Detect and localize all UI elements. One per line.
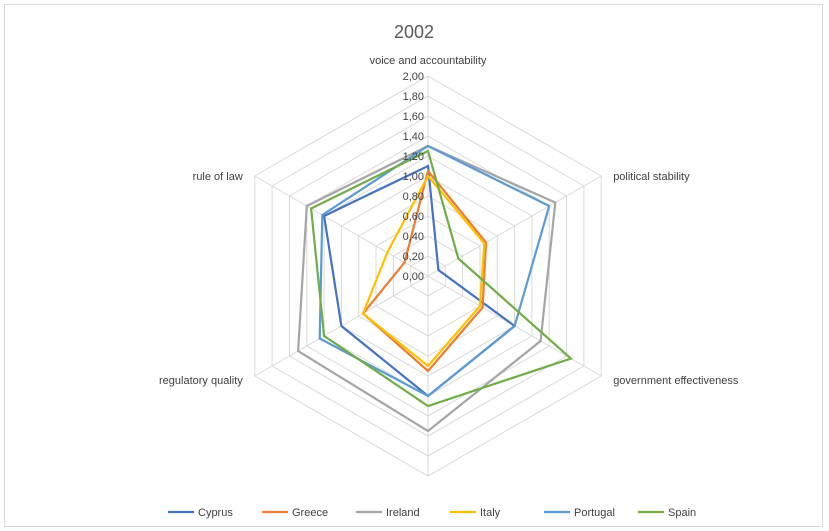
series-line-spain [309, 149, 574, 408]
legend-label-cyprus: Cyprus [198, 507, 233, 519]
tick-label: 0,60 [403, 211, 424, 223]
series-line-ireland [296, 144, 557, 433]
category-label: regulatory quality [159, 375, 243, 387]
grid-spoke [254, 175, 429, 277]
series-line-italy [361, 174, 486, 368]
legend-label-spain: Spain [668, 507, 696, 519]
radial-tick-labels: 0,00 0,20 0,40 0,60 0,80 1,00 1,20 1,40 1,60 1,80… [403, 71, 424, 283]
tick-label: 0,20 [403, 251, 424, 263]
legend-label-greece: Greece [292, 507, 328, 519]
series-line-portugal [318, 144, 551, 398]
grid-spoke [427, 175, 602, 277]
category-label: rule of law [193, 171, 243, 183]
radar-series [296, 144, 574, 433]
tick-label: 0,00 [403, 271, 424, 283]
tick-label: 1,00 [403, 171, 424, 183]
chart-title: 2002 [394, 22, 434, 42]
legend-label-portugal: Portugal [574, 507, 615, 519]
tick-label: 1,20 [403, 151, 424, 163]
tick-label: 1,40 [403, 131, 424, 143]
legend: Cyprus Greece Ireland Italy Portugal Spain [168, 507, 696, 519]
legend-label-ireland: Ireland [386, 507, 420, 519]
category-label: voice and accountability [370, 55, 487, 67]
tick-label: 2,00 [403, 71, 424, 83]
category-label: government effectiveness [613, 375, 739, 387]
tick-label: 1,80 [403, 91, 424, 103]
series-line-greece [361, 168, 488, 373]
tick-label: 0,40 [403, 231, 424, 243]
tick-label: 1,60 [403, 111, 424, 123]
chart-frame [4, 4, 823, 527]
category-label: political stability [613, 171, 690, 183]
category-labels: voice and accountability political stabil… [159, 55, 739, 387]
legend-label-italy: Italy [480, 507, 501, 519]
tick-label: 0,80 [403, 191, 424, 203]
